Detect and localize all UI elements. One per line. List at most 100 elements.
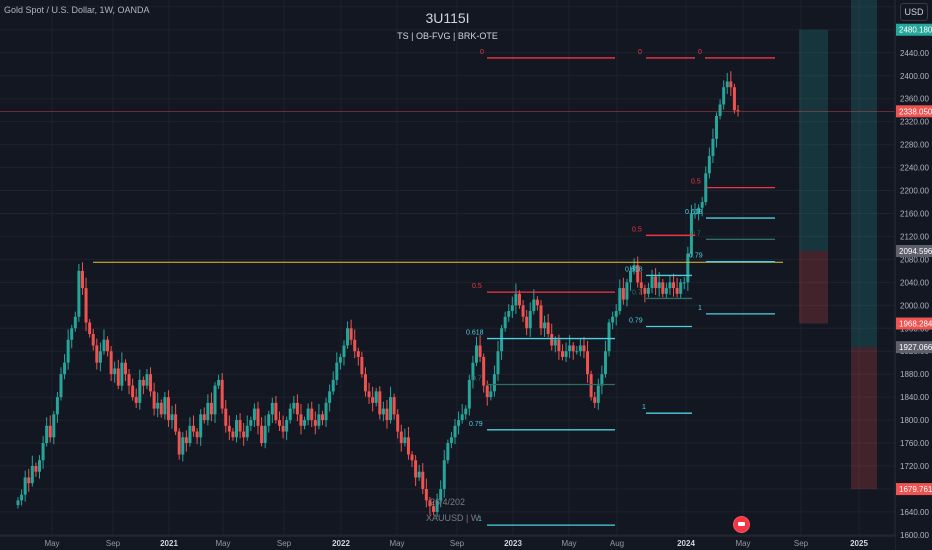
candle-body xyxy=(206,402,210,421)
price-label-box xyxy=(896,245,932,258)
candle-body xyxy=(123,362,127,375)
candle-body xyxy=(174,414,178,432)
candle-body xyxy=(310,408,314,421)
fib-level-label: 0.7 xyxy=(632,289,642,296)
candle-body xyxy=(342,345,346,357)
candle-body xyxy=(227,425,231,432)
candle-body xyxy=(457,420,461,426)
candle-body xyxy=(510,305,514,312)
candle-body xyxy=(224,408,228,426)
candle-body xyxy=(406,437,410,455)
candle-body xyxy=(385,408,389,421)
candle-body xyxy=(722,87,726,105)
candle-body xyxy=(45,425,49,444)
price-tick-label: 2360.00 xyxy=(900,95,929,104)
candle-body xyxy=(371,397,375,403)
candle-body xyxy=(715,115,719,139)
indicator-names[interactable]: TS | OB-FVG | BRK-OTE xyxy=(397,31,498,41)
candle-body xyxy=(131,385,135,398)
fib-level-label: 0 xyxy=(480,49,484,56)
candle-body xyxy=(729,81,733,88)
time-tick-label: Sep xyxy=(277,539,292,548)
zone-upper xyxy=(851,0,877,348)
price-tick-label: 2440.00 xyxy=(900,49,929,58)
candle-body xyxy=(256,408,260,426)
candle-body xyxy=(306,408,310,421)
candle-body xyxy=(80,270,84,289)
price-tick-label: 2000.00 xyxy=(900,301,929,310)
time-tick-label: Sep xyxy=(794,539,809,548)
price-label-text: 1679.761 xyxy=(899,485,932,494)
candle-body xyxy=(48,425,52,438)
candle-body xyxy=(657,282,661,289)
candle-body xyxy=(303,420,307,426)
candle-body xyxy=(618,288,622,312)
candle-body xyxy=(460,414,464,421)
candle-body xyxy=(260,425,264,444)
candle-body xyxy=(417,471,421,478)
zone-lower xyxy=(799,251,828,324)
candle-body xyxy=(270,402,274,415)
price-label-text: 1927.066 xyxy=(899,343,932,352)
candle-body xyxy=(66,339,70,363)
candle-body xyxy=(679,282,683,294)
symbol-title[interactable]: Gold Spot / U.S. Dollar, 1W, OANDA xyxy=(4,5,150,15)
time-tick-label: Sep xyxy=(106,539,121,548)
candle-body xyxy=(686,253,690,283)
fib-level-label: 0 xyxy=(638,49,642,56)
candle-body xyxy=(217,379,221,386)
candle-body xyxy=(421,471,425,489)
candle-body xyxy=(292,402,296,409)
candle-body xyxy=(192,425,196,432)
price-tick-label: 2120.00 xyxy=(900,232,929,241)
fib-level-label: 0.79 xyxy=(629,318,643,325)
fib-level-label: 0.79 xyxy=(469,421,483,428)
currency-button[interactable]: USD xyxy=(900,3,928,21)
candle-body xyxy=(37,460,41,472)
time-tick-label: 2023 xyxy=(504,539,522,548)
candle-body xyxy=(288,408,292,421)
candle-body xyxy=(238,420,242,432)
time-axis-bg xyxy=(0,536,895,550)
candle-body xyxy=(320,414,324,421)
candle-body xyxy=(661,282,665,294)
candle-body xyxy=(439,488,443,501)
candle-body xyxy=(478,345,482,357)
candle-body xyxy=(557,339,561,352)
fib-level-label: 0.5 xyxy=(691,179,701,186)
candle-body xyxy=(213,385,217,415)
candle-body xyxy=(138,379,142,403)
price-label-text: 2480.180 xyxy=(899,26,932,35)
time-tick-label: May xyxy=(389,539,404,548)
candle-body xyxy=(274,402,278,421)
price-tick-label: 2080.00 xyxy=(900,255,929,264)
candle-body xyxy=(331,379,335,392)
candle-body xyxy=(399,431,403,444)
candle-body xyxy=(432,506,436,512)
candle-body xyxy=(353,339,357,352)
price-tick-label: 2240.00 xyxy=(900,164,929,173)
time-tick-label: 2025 xyxy=(850,539,868,548)
candle-body xyxy=(664,288,668,294)
fib-level-label: 1 xyxy=(698,305,702,312)
candle-body xyxy=(711,138,715,157)
news-badge-icon[interactable] xyxy=(733,516,750,533)
candle-body xyxy=(718,104,722,116)
fib-level-label: 1 xyxy=(478,516,482,523)
candle-body xyxy=(578,345,582,352)
candle-body xyxy=(166,397,170,421)
candle-body xyxy=(281,425,285,432)
candle-body xyxy=(392,397,396,415)
candle-body xyxy=(414,460,418,478)
candle-body xyxy=(514,293,518,306)
candle-body xyxy=(446,443,450,461)
candle-body xyxy=(482,356,486,386)
candle-body xyxy=(492,374,496,392)
candle-body xyxy=(245,425,249,438)
fib-level-label: 0.5 xyxy=(472,283,482,290)
price-label-box xyxy=(896,341,932,354)
candle-body xyxy=(403,437,407,444)
candle-body xyxy=(109,351,113,375)
candle-body xyxy=(77,270,81,317)
